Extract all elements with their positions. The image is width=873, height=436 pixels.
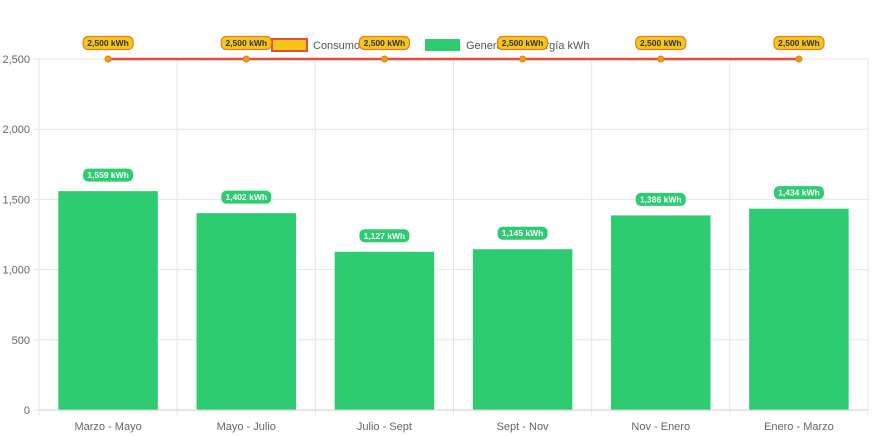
data-label-text: 1,434 kWh	[778, 188, 820, 198]
y-tick-label: 1,500	[2, 194, 30, 206]
y-tick-label: 2,500	[2, 54, 30, 66]
axis-layer: 0 500 1,000 1,500 2,000 2,500 Marzo - Mayo Mayo…	[2, 54, 868, 433]
line-point[interactable]	[380, 55, 388, 63]
y-tick-label: 500	[12, 335, 30, 347]
bar[interactable]	[334, 251, 435, 410]
bar[interactable]	[58, 191, 158, 410]
data-label-bg	[773, 186, 824, 200]
bar-data-label: 1,386 kWh	[635, 192, 686, 206]
line-data-label: 2,500 kWh	[220, 35, 272, 51]
line-data-label: 2,500 kWh	[82, 35, 134, 51]
bar[interactable]	[611, 215, 711, 410]
data-label-bg	[82, 35, 134, 51]
line-point[interactable]	[519, 55, 527, 63]
line-point[interactable]	[657, 55, 665, 63]
x-tick-label: Nov - Enero	[631, 421, 690, 433]
data-label-text: 1,127 kWh	[364, 231, 406, 241]
grid-layer	[34, 58, 869, 415]
bar-data-label: 1,402 kWh	[221, 190, 272, 204]
legend-swatch	[425, 39, 460, 51]
bar-data-label: 1,145 kWh	[497, 226, 548, 240]
line-point[interactable]	[242, 55, 250, 63]
line-point[interactable]	[104, 55, 112, 63]
data-label-bg	[635, 192, 686, 206]
bar[interactable]	[196, 213, 296, 410]
data-label-text: 1,386 kWh	[640, 194, 682, 204]
bar[interactable]	[749, 208, 849, 410]
data-label-text: 1,559 kWh	[87, 170, 129, 180]
x-tick-label: Mayo - Julio	[217, 421, 276, 433]
bar-data-label: 1,434 kWh	[773, 186, 824, 200]
data-label-bg	[359, 229, 410, 243]
data-label-text: 1,145 kWh	[502, 228, 544, 238]
line-data-label: 2,500 kWh	[635, 35, 687, 51]
data-label-bg	[221, 190, 272, 204]
y-tick-label: 2,000	[2, 124, 30, 136]
x-tick-label: Enero - Marzo	[764, 421, 834, 433]
legend-swatch	[271, 38, 308, 52]
data-label-text: 2,500 kWh	[225, 38, 267, 48]
data-label-bg	[635, 35, 687, 51]
bars-layer	[58, 191, 849, 410]
data-labels-layer: 1,559 kWh 1,402 kWh 1,127 kWh 1,145 kWh 1,38…	[82, 35, 825, 243]
x-tick-label: Marzo - Mayo	[74, 421, 141, 433]
line-data-label: 2,500 kWh	[496, 35, 549, 51]
y-tick-label: 1,000	[2, 265, 30, 277]
data-label-text: 2,500 kWh	[87, 38, 129, 48]
bar[interactable]	[472, 249, 573, 410]
bar-data-label: 1,127 kWh	[359, 229, 410, 243]
line-data-label: 2,500 kWh	[358, 35, 411, 51]
line-point[interactable]	[795, 55, 803, 63]
data-label-bg	[497, 226, 548, 240]
data-label-bg	[83, 168, 134, 182]
data-label-bg	[496, 35, 549, 51]
data-label-text: 2,500 kWh	[364, 38, 406, 48]
data-label-text: 2,500 kWh	[502, 38, 544, 48]
line-data-label: 2,500 kWh	[773, 35, 825, 51]
data-label-text: 2,500 kWh	[640, 38, 682, 48]
x-tick-label: Sept - Nov	[497, 421, 549, 433]
data-label-bg	[773, 35, 825, 51]
bar-data-label: 1,559 kWh	[83, 168, 134, 182]
data-label-bg	[358, 35, 411, 51]
x-tick-label: Julio - Sept	[357, 421, 412, 433]
data-label-text: 2,500 kWh	[778, 38, 820, 48]
data-label-text: 1,402 kWh	[225, 192, 267, 202]
y-tick-label: 0	[24, 405, 30, 417]
data-label-bg	[220, 35, 272, 51]
line-layer	[104, 55, 803, 63]
